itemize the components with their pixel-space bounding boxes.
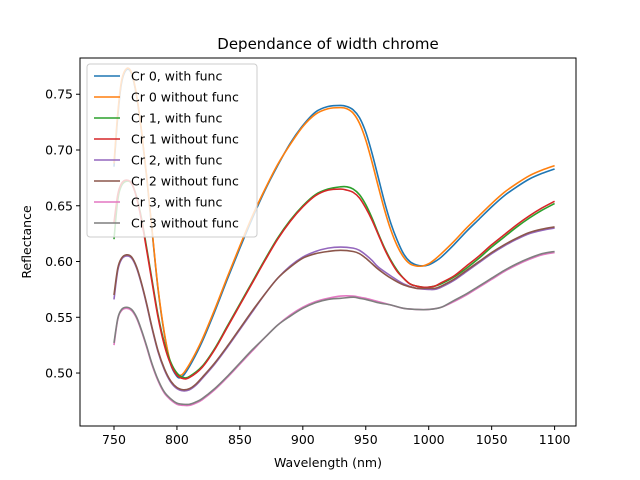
legend-label-2: Cr 0 without func [131, 90, 239, 105]
y-tick-label: 0.55 [45, 310, 73, 325]
chart-title: Dependance of width chrome [217, 35, 438, 53]
legend-label-4: Cr 1 without func [131, 132, 239, 147]
legend-label-3: Cr 1, with func [131, 111, 222, 126]
x-tick-label: 1050 [476, 432, 508, 447]
x-axis-label: Wavelength (nm) [274, 455, 382, 470]
legend-label-6: Cr 2 without func [131, 174, 239, 189]
x-tick-label: 850 [228, 432, 252, 447]
series-layer [113, 67, 555, 407]
legend-label-1: Cr 0, with func [131, 69, 222, 84]
series-line-8 [113, 250, 555, 406]
series-line-4 [113, 179, 555, 380]
y-axis-ticks: 0.50 0.55 0.60 0.65 0.70 0.75 [45, 87, 80, 381]
x-tick-label: 1100 [539, 432, 571, 447]
legend-label-8: Cr 3 without func [131, 216, 239, 231]
series-line-2 [113, 67, 555, 377]
y-tick-label: 0.50 [45, 366, 73, 381]
x-axis-ticks: 750 800 850 900 950 1000 1050 1100 [102, 426, 571, 447]
y-tick-label: 0.75 [45, 87, 73, 102]
plot-frame [79, 57, 577, 427]
x-tick-label: 950 [354, 432, 378, 447]
y-tick-label: 0.60 [45, 254, 73, 269]
y-tick-label: 0.65 [45, 198, 73, 213]
legend-label-5: Cr 2, with func [131, 153, 222, 168]
legend: Cr 0, with func Cr 0 without func Cr 1, wi… [86, 63, 258, 238]
x-tick-label: 750 [102, 432, 126, 447]
x-tick-label: 800 [165, 432, 189, 447]
legend-box [86, 63, 258, 238]
series-line-6 [113, 226, 555, 391]
x-tick-label: 900 [291, 432, 315, 447]
y-axis-label: Reflectance [19, 205, 34, 279]
legend-label-7: Cr 3, with func [131, 195, 222, 210]
y-tick-label: 0.70 [45, 143, 73, 158]
x-tick-label: 1000 [413, 432, 445, 447]
